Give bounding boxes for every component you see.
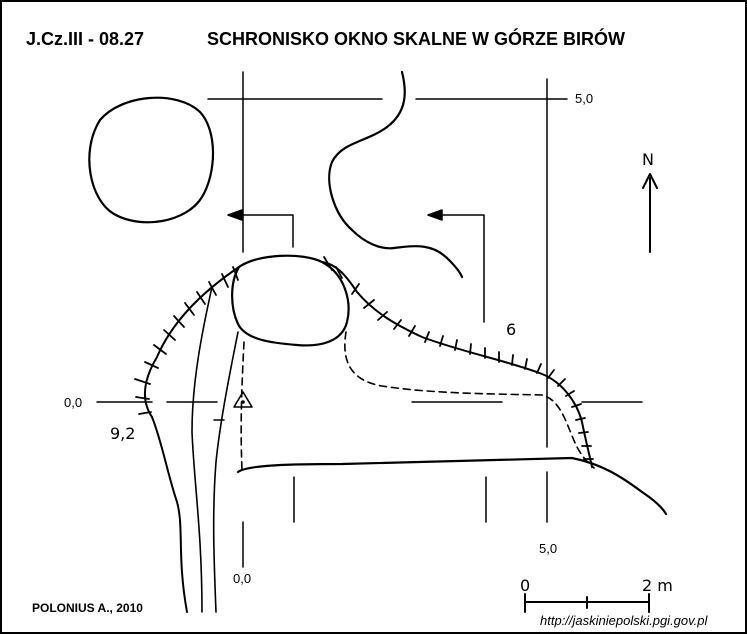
floor-edge-dashed-left	[240, 341, 245, 471]
source-url: http://jaskiniepolski.pgi.gov.pl	[540, 613, 708, 628]
pointer-arrow-right	[433, 214, 485, 323]
floor-outline	[236, 456, 668, 516]
grid-label-y-origin: 0,0	[233, 571, 252, 586]
height-label-entrance: 9,2	[110, 424, 136, 443]
overhang-hachures	[134, 256, 594, 460]
scale-start-label: 0	[520, 576, 531, 595]
height-label-ceiling: 6	[506, 320, 517, 339]
pointer-arrow-left	[233, 214, 294, 248]
ceiling-outline	[321, 261, 593, 468]
rock-window-outline	[231, 254, 350, 347]
left-wall-outline	[151, 416, 188, 613]
grid-label-x-origin: 0,0	[64, 395, 83, 410]
cave-code-title: J.Cz.III - 08.27	[26, 29, 145, 49]
floor-edge-dashed	[344, 331, 595, 469]
cave-name-title: SCHRONISKO OKNO SKALNE W GÓRZE BIRÓW	[207, 29, 625, 49]
inner-rock-line	[191, 286, 213, 613]
grid-label-y-five: 5,0	[539, 541, 558, 556]
rock-boulder-outline	[88, 96, 215, 224]
scale-bar-graphic	[524, 593, 650, 613]
north-label: N	[642, 150, 654, 169]
survey-station-icon	[233, 391, 253, 408]
rock-ledge-outline	[328, 70, 464, 279]
author-credit: POLONIUS A., 2010	[32, 601, 143, 615]
scale-end-label: 2 m	[642, 576, 673, 595]
dripline-outline	[144, 266, 240, 418]
survey-grid	[96, 71, 643, 568]
north-arrow-icon	[642, 173, 658, 253]
inner-rock-line-2	[212, 331, 239, 613]
grid-label-x-five: 5,0	[575, 91, 594, 106]
